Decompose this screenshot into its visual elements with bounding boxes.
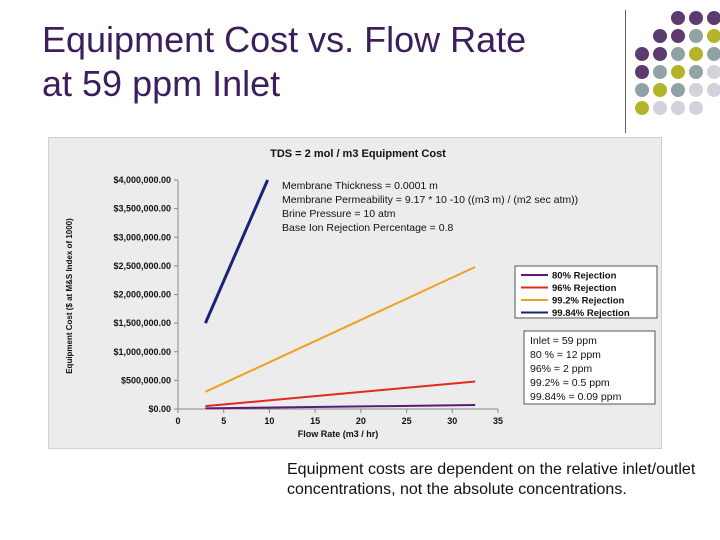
- decorative-dot: [707, 65, 720, 79]
- y-tick-label: $1,500,000.00: [113, 318, 171, 328]
- series-line: [205, 380, 476, 408]
- decorative-dot: [671, 29, 685, 43]
- decorative-dot: [635, 47, 649, 61]
- chart-title: TDS = 2 mol / m3 Equipment Cost: [270, 148, 446, 160]
- decorative-dot: [671, 47, 685, 61]
- parameters-annotation: Membrane Thickness = 0.0001 m Membrane P…: [282, 180, 578, 234]
- y-tick-label: $2,500,000.00: [113, 261, 171, 271]
- y-tick-label: $3,500,000.00: [113, 204, 171, 214]
- decorative-dot: [689, 101, 703, 115]
- annotation-line: Membrane Permeability = 9.17 * 10 -10 ((…: [282, 194, 578, 206]
- decorative-dot: [707, 47, 720, 61]
- x-tick-label: 35: [493, 416, 503, 426]
- x-axis-label: Flow Rate (m3 / hr): [298, 429, 379, 439]
- decorative-dot: [635, 65, 649, 79]
- decorative-dot: [671, 83, 685, 97]
- y-tick-label: $1,000,000.00: [113, 347, 171, 357]
- title-line-2: at 59 ppm Inlet: [42, 63, 281, 104]
- legend-label: 80% Rejection: [552, 271, 617, 282]
- x-tick-label: 0: [175, 416, 180, 426]
- x-tick-label: 20: [356, 416, 366, 426]
- decorative-dot: [653, 101, 667, 115]
- decorative-dot: [671, 65, 685, 79]
- inlet-box-line: Inlet = 59 ppm: [530, 335, 597, 347]
- decorative-dot: [671, 101, 685, 115]
- annotation-line: Base Ion Rejection Percentage = 0.8: [282, 222, 453, 234]
- decorative-dot: [707, 11, 720, 25]
- decorative-dot: [635, 101, 649, 115]
- annotation-line: Membrane Thickness = 0.0001 m: [282, 180, 438, 192]
- x-tick-label: 25: [402, 416, 412, 426]
- slide-caption: Equipment costs are dependent on the rel…: [287, 461, 696, 498]
- x-tick-label: 5: [221, 416, 226, 426]
- y-tick-label: $2,000,000.00: [113, 290, 171, 300]
- y-tick-label: $3,000,000.00: [113, 232, 171, 242]
- y-tick-label: $500,000.00: [121, 375, 171, 385]
- decorative-dot: [653, 47, 667, 61]
- decorative-dot: [689, 29, 703, 43]
- legend-label: 99.2% Rejection: [552, 296, 625, 307]
- decorative-dot: [707, 83, 720, 97]
- legend-label: 99.84% Rejection: [552, 308, 630, 319]
- x-tick-label: 10: [264, 416, 274, 426]
- decorative-dot: [671, 11, 685, 25]
- series-line: [204, 179, 269, 324]
- x-tick-label: 15: [310, 416, 320, 426]
- decorative-dot: [689, 65, 703, 79]
- y-axis-label: Equipment Cost ($ at M&S Index of 1000): [65, 218, 74, 374]
- y-tick-label: $4,000,000.00: [113, 175, 171, 185]
- decorative-dot: [635, 83, 649, 97]
- inlet-box-line: 99.2% = 0.5 ppm: [530, 377, 610, 389]
- annotation-line: Brine Pressure = 10 atm: [282, 208, 396, 220]
- inlet-concentration-box: Inlet = 59 ppm 80 % = 12 ppm 96% = 2 ppm…: [523, 330, 656, 405]
- decorative-dot-grid: [635, 11, 720, 115]
- decorative-dot: [707, 29, 720, 43]
- x-tick-label: 30: [447, 416, 457, 426]
- title-line-1: Equipment Cost vs. Flow Rate: [42, 19, 527, 60]
- inlet-box-line: 80 % = 12 ppm: [530, 349, 601, 361]
- divider-line: [625, 10, 626, 133]
- series-line: [205, 403, 476, 410]
- legend-label: 96% Rejection: [552, 283, 617, 294]
- decorative-dot: [689, 83, 703, 97]
- decorative-dot: [689, 47, 703, 61]
- slide-title: Equipment Cost vs. Flow Rate at 59 ppm I…: [42, 18, 622, 106]
- decorative-dot: [689, 11, 703, 25]
- series-line: [205, 266, 476, 393]
- decorative-dot: [653, 65, 667, 79]
- y-tick-label: $0.00: [148, 404, 171, 414]
- inlet-box-line: 96% = 2 ppm: [530, 363, 592, 375]
- inlet-box-line: 99.84% = 0.09 ppm: [530, 391, 622, 403]
- decorative-dot: [653, 29, 667, 43]
- decorative-dot: [653, 83, 667, 97]
